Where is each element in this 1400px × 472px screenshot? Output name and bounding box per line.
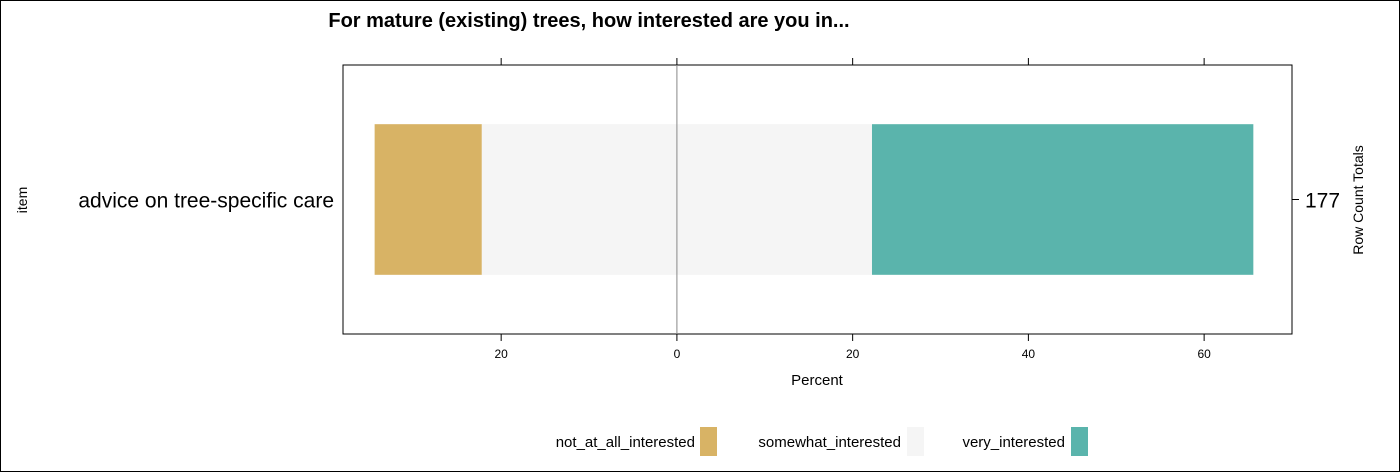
x-axis-label: Percent bbox=[791, 372, 844, 389]
bars-layer bbox=[374, 124, 1254, 275]
legend: not_at_all_interested somewhat_interested… bbox=[556, 427, 1088, 456]
legend-label: not_at_all_interested bbox=[556, 434, 695, 451]
x-tick-label: 0 bbox=[674, 347, 681, 361]
legend-label: somewhat_interested bbox=[758, 434, 901, 451]
ticks-layer: 20 0 20 40 60 bbox=[494, 58, 1211, 361]
right-axis-label: Row Count Totals bbox=[1350, 145, 1366, 254]
bar-segment-very-interested bbox=[871, 124, 1254, 275]
legend-swatch bbox=[700, 427, 717, 456]
x-tick-label: 20 bbox=[494, 347, 508, 361]
legend-swatch bbox=[907, 427, 924, 456]
x-tick-label: 40 bbox=[1022, 347, 1036, 361]
x-tick-label: 20 bbox=[846, 347, 860, 361]
bar-segment-not-at-all-interested bbox=[374, 124, 482, 275]
legend-label: very_interested bbox=[962, 434, 1065, 451]
category-label: advice on tree-specific care bbox=[78, 190, 334, 213]
chart-title: For mature (existing) trees, how interes… bbox=[328, 10, 849, 32]
y-axis-label: item bbox=[14, 187, 30, 213]
x-tick-label: 60 bbox=[1197, 347, 1211, 361]
legend-swatch bbox=[1071, 427, 1088, 456]
row-total-value: 177 bbox=[1305, 190, 1340, 213]
category-labels: advice on tree-specific care 177 bbox=[78, 190, 1340, 213]
